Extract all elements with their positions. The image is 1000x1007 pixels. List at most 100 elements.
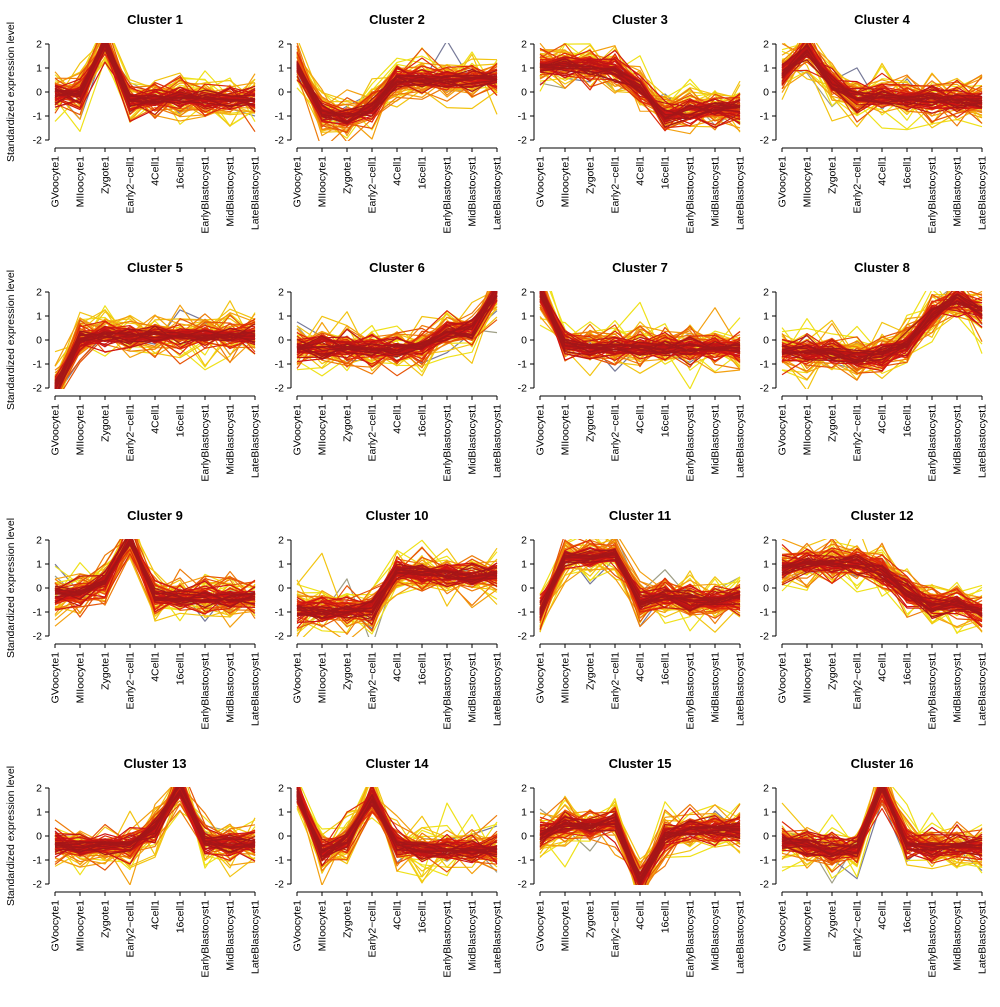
x-tick-label: GVoocyte1 [777,404,789,456]
cluster-9-title: Cluster 9 [127,508,183,523]
y-tick-label: 0 [763,583,769,595]
x-tick-label: 4Cell1 [877,900,889,930]
cluster-11-profile-line [539,553,741,611]
x-tick-label: 16cell1 [902,156,914,189]
cluster-panel-9: Cluster 9 -2 -1 0 1 2 GVoocyte1 MIIoocyte1 Zygot… [5,508,262,730]
x-tick-label: MIIoocyte1 [75,404,87,456]
cluster-13-profile-line [54,787,256,856]
cluster-12-profile-line [781,561,983,618]
x-tick-label: Zygote1 [827,652,839,690]
cluster-9-lines [54,539,256,628]
x-tick-label: Early2−cell1 [125,404,137,462]
cluster-1-title: Cluster 1 [127,12,183,27]
y-tick-label: 1 [763,807,769,819]
x-tick-label: EarlyBlastocyst1 [200,900,212,978]
x-tick-label: LateBlastocyst1 [492,156,504,230]
x-tick-label: LateBlastocyst1 [250,156,262,230]
cluster-3-title: Cluster 3 [612,12,668,27]
cluster-10-profile-line [296,564,498,615]
x-tick-label: EarlyBlastocyst1 [685,900,697,978]
cluster-14-profile-line [296,795,498,859]
x-tick-label: EarlyBlastocyst1 [442,404,454,482]
x-tick-label: Zygote1 [827,404,839,442]
y-tick-label: 1 [521,63,527,75]
x-tick-label: GVoocyte1 [777,900,789,952]
cluster-15-title: Cluster 15 [609,756,672,771]
cluster-11-profile-line [539,539,741,614]
cluster-15-profile-line [539,804,741,885]
y-tick-label: 0 [36,583,42,595]
cluster-16-profile-line [781,787,983,858]
y-tick-label: -2 [33,631,42,643]
x-tick-label: Zygote1 [585,404,597,442]
x-tick-label: Early2−cell1 [367,156,379,214]
cluster-13-title: Cluster 13 [124,756,187,771]
y-tick-label: 1 [278,311,284,323]
cluster-13-profile-line [54,790,256,852]
cluster-panel-12: Cluster 12 -2 -1 0 1 2 GVoocyte1 MIIoocyte1 Zygo… [760,508,989,730]
cluster-2-lines [296,43,498,141]
cluster-panel-4: Cluster 4 -2 -1 0 1 2 GVoocyte1 MIIoocyte1 Zygot… [760,12,989,234]
y-tick-label: 2 [36,535,42,547]
y-tick-label: -1 [33,359,42,371]
x-tick-label: 16cell1 [902,404,914,437]
y-tick-label: 2 [278,535,284,547]
x-tick-label: GVoocyte1 [777,156,789,208]
y-tick-label: -2 [33,383,42,395]
cluster-8-lines [781,291,983,389]
x-tick-label: MIIoocyte1 [560,156,572,208]
x-tick-label: LateBlastocyst1 [492,900,504,974]
x-tick-label: Early2−cell1 [367,652,379,710]
cluster-7-profile-line [540,291,741,352]
x-tick-label: GVoocyte1 [292,652,304,704]
cluster-10-profile-line [296,563,498,615]
cluster-13-profile-line [54,787,256,848]
x-tick-label: 4Cell1 [635,652,647,682]
y-tick-label: 0 [278,335,284,347]
cluster-12-profile-line [781,559,983,611]
y-tick-label: 2 [278,287,284,299]
y-tick-label: -2 [760,879,769,891]
y-axis-title: Standardized expression level [5,518,17,658]
x-tick-label: LateBlastocyst1 [735,404,747,478]
cluster-12-profile-line [781,547,983,616]
y-tick-label: 0 [763,87,769,99]
y-tick-label: -2 [275,135,284,147]
y-tick-label: -1 [275,855,284,867]
y-tick-label: 0 [278,583,284,595]
cluster-11-profile-line [539,550,741,615]
y-axis-title: Standardized expression level [5,766,17,906]
cluster-1-lines [54,43,256,133]
x-tick-label: GVoocyte1 [50,404,62,456]
x-tick-label: 16cell1 [175,652,187,685]
cluster-12-profile-line [781,557,983,616]
cluster-8-profile-line [781,296,983,364]
cluster-panel-7: Cluster 7 -2 -1 0 1 2 GVoocyte1 MIIoocyte1 Zygot… [518,260,747,482]
x-tick-label: Zygote1 [100,652,112,690]
x-tick-label: 16cell1 [175,404,187,437]
x-tick-label: 4Cell1 [392,652,404,682]
y-tick-label: -1 [33,607,42,619]
y-tick-label: -1 [518,111,527,123]
x-tick-label: MIIoocyte1 [802,404,814,456]
x-tick-label: 16cell1 [175,900,187,933]
y-tick-label: -1 [518,855,527,867]
cluster-10-profile-line [296,572,498,615]
x-tick-label: Zygote1 [585,900,597,938]
cluster-9-profile-line [54,541,256,605]
y-tick-label: -1 [760,359,769,371]
y-tick-label: 0 [521,831,527,843]
y-tick-label: 2 [278,39,284,51]
cluster-8-profile-line [781,303,983,358]
cluster-6-profile-line [296,319,498,365]
x-tick-label: 16cell1 [660,900,672,933]
cluster-12-title: Cluster 12 [851,508,914,523]
cluster-panel-15: Cluster 15 -2 -1 0 1 2 GVoocyte1 MIIoocyte1 Zygo… [518,756,747,978]
y-tick-label: 1 [278,807,284,819]
cluster-14-profile-line [296,789,498,854]
y-tick-label: 1 [521,559,527,571]
x-tick-label: LateBlastocyst1 [735,652,747,726]
cluster-7-profile-line [541,291,741,363]
cluster-6-profile-line [296,291,495,351]
cluster-2-profile-line [296,69,498,117]
